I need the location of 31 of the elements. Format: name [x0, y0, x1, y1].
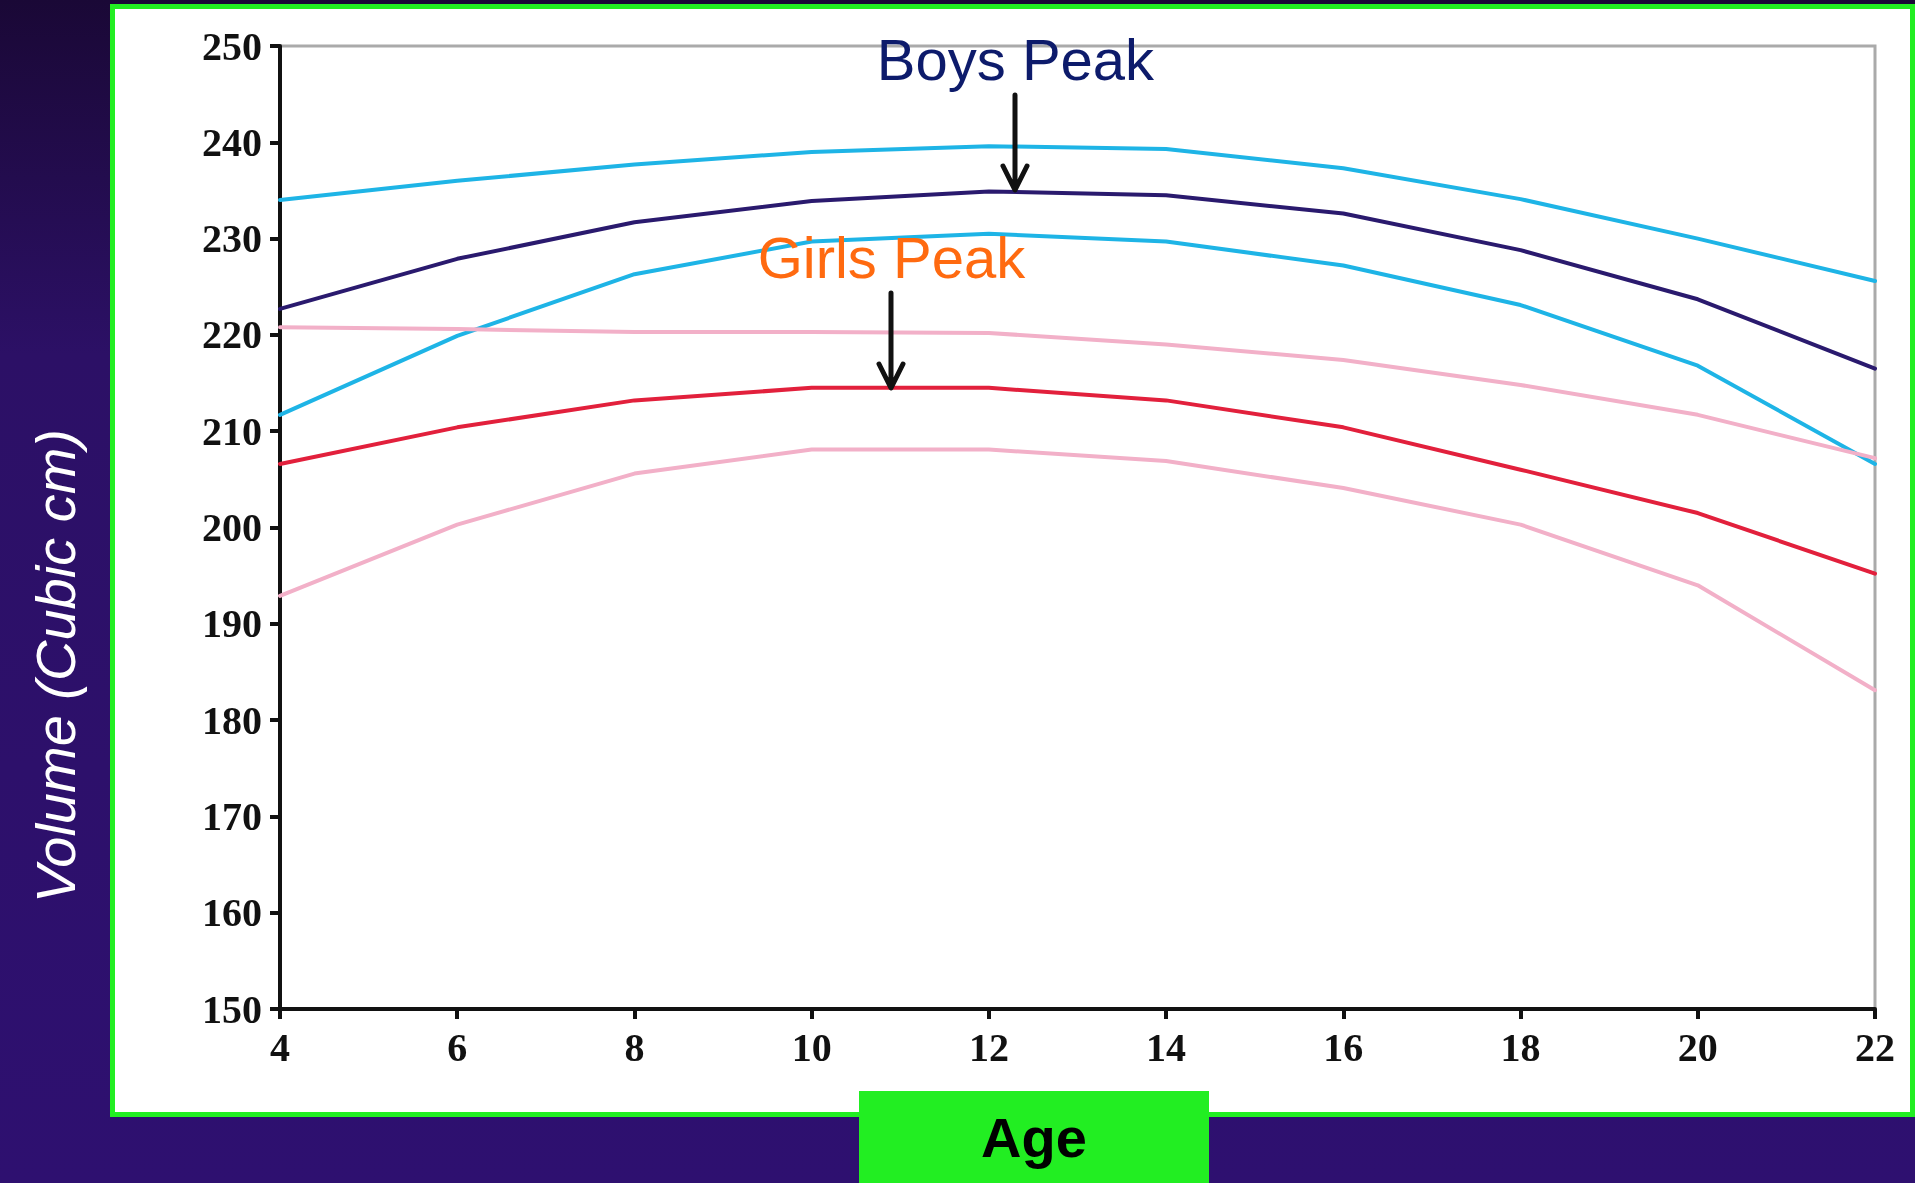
y-tick-label: 230 [202, 216, 262, 262]
x-tick-label: 8 [624, 1024, 645, 1070]
y-tick-label: 150 [202, 986, 262, 1032]
y-axis-title: Volume (Cubic cm) [22, 428, 88, 904]
y-tick-label: 190 [202, 601, 262, 647]
x-tick-label: 16 [1323, 1024, 1364, 1070]
y-tick-label: 170 [202, 793, 262, 839]
x-tick-label: 4 [270, 1024, 290, 1070]
y-tick-label: 240 [202, 119, 262, 165]
y-tick-label: 210 [202, 408, 262, 454]
y-tick-label: 200 [202, 505, 262, 550]
x-tick-label: 20 [1677, 1024, 1718, 1070]
annotation: Girls Peak [757, 224, 1026, 290]
line-series [278, 231, 1877, 466]
line-series [278, 325, 1877, 461]
line-series [278, 447, 1877, 693]
y-tick-label: 220 [202, 312, 262, 358]
x-tick-label: 14 [1146, 1024, 1187, 1070]
x-tick-label: 10 [791, 1024, 832, 1070]
line-series [278, 385, 1877, 576]
x-tick-label: 12 [968, 1024, 1009, 1070]
y-tick-label: 160 [202, 890, 262, 936]
y-tick-label: 180 [202, 697, 262, 743]
line-series [278, 189, 1877, 371]
y-tick-label: 250 [202, 23, 262, 69]
x-tick-label: 22 [1855, 1024, 1895, 1070]
annotation: Boys Peak [876, 27, 1155, 93]
x-tick-label: 18 [1500, 1024, 1541, 1070]
x-tick-label: 6 [447, 1024, 468, 1070]
line-series [278, 144, 1877, 283]
x-axis-title: Age [859, 1091, 1209, 1183]
